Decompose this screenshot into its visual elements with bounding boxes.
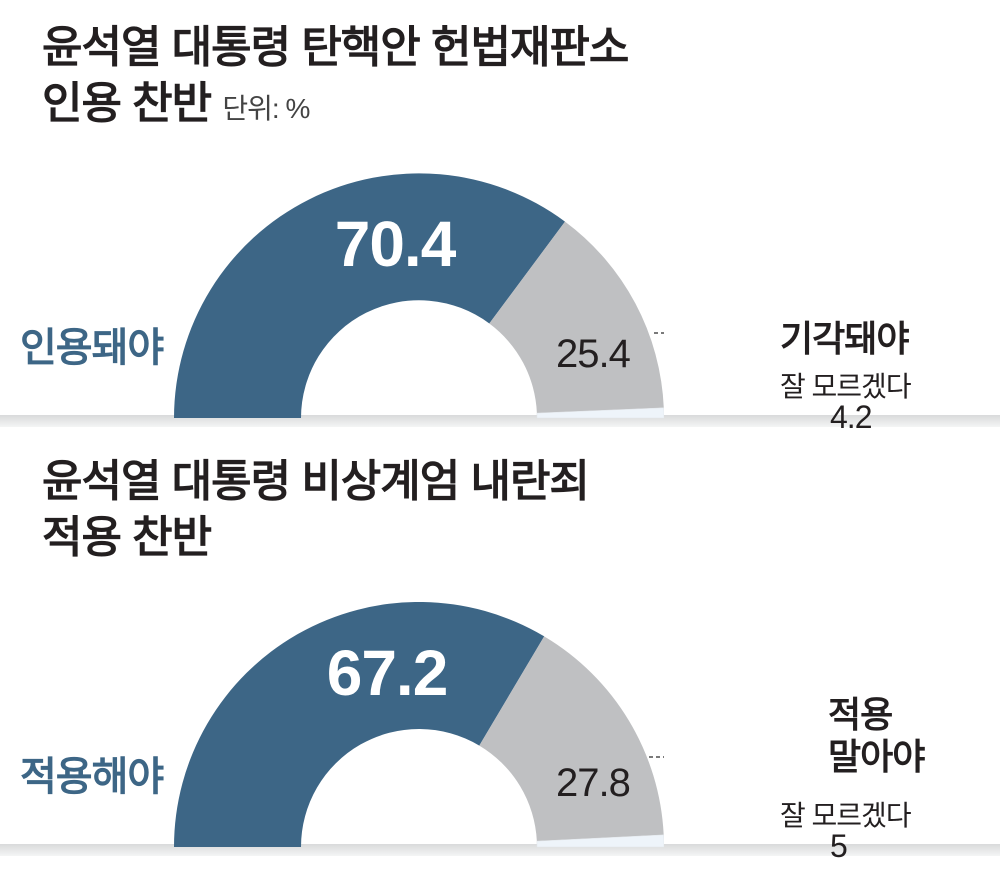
chart2-sec-label-l1: 적용: [828, 694, 924, 736]
chart2-title-line2: 적용 찬반: [42, 510, 1000, 566]
chart1-sec-label: 기각돼야: [780, 310, 908, 362]
chart2-title: 윤석열 대통령 비상계엄 내란죄 적용 찬반: [0, 436, 1000, 566]
chart2-left-label: 적용해야: [20, 744, 163, 802]
chart1-title-line2-text: 인용 찬반: [42, 79, 211, 128]
chart2-sec-label: 적용 말아야: [828, 694, 924, 778]
chart2-sec-label-l2: 말아야: [828, 736, 924, 778]
chart1-donut-area: 70.4 인용돼야 25.4 기각돼야 잘 모르겠다 4.2: [0, 137, 1000, 437]
chart2-block: 윤석열 대통령 비상계엄 내란죄 적용 찬반 67.2 적용해야 27.8 적: [0, 436, 1000, 872]
chart2-third-value: 5: [830, 828, 847, 865]
chart1-sec-value: 25.4: [556, 332, 630, 377]
chart2-sec-value: 27.8: [556, 761, 630, 806]
chart1-left-label: 인용돼야: [20, 315, 163, 373]
chart1-title-line1: 윤석열 대통령 탄핵안 헌법재판소: [42, 20, 1000, 76]
chart1-unit-label: 단위: %: [222, 93, 309, 124]
chart1-title: 윤석열 대통령 탄핵안 헌법재판소 인용 찬반 단위: %: [0, 0, 1000, 137]
chart1-block: 윤석열 대통령 탄핵안 헌법재판소 인용 찬반 단위: % 70.4 인용돼야: [0, 0, 1000, 436]
chart1-main-value: 70.4: [280, 207, 510, 281]
chart1-title-line2: 인용 찬반 단위: %: [42, 76, 1000, 137]
chart2-title-line1: 윤석열 대통령 비상계엄 내란죄: [42, 454, 1000, 510]
chart2-donut-area: 67.2 적용해야 27.8 적용 말아야 잘 모르겠다 5: [0, 566, 1000, 866]
chart2-main-value: 67.2: [272, 636, 502, 710]
chart1-third-value: 4.2: [830, 399, 871, 436]
